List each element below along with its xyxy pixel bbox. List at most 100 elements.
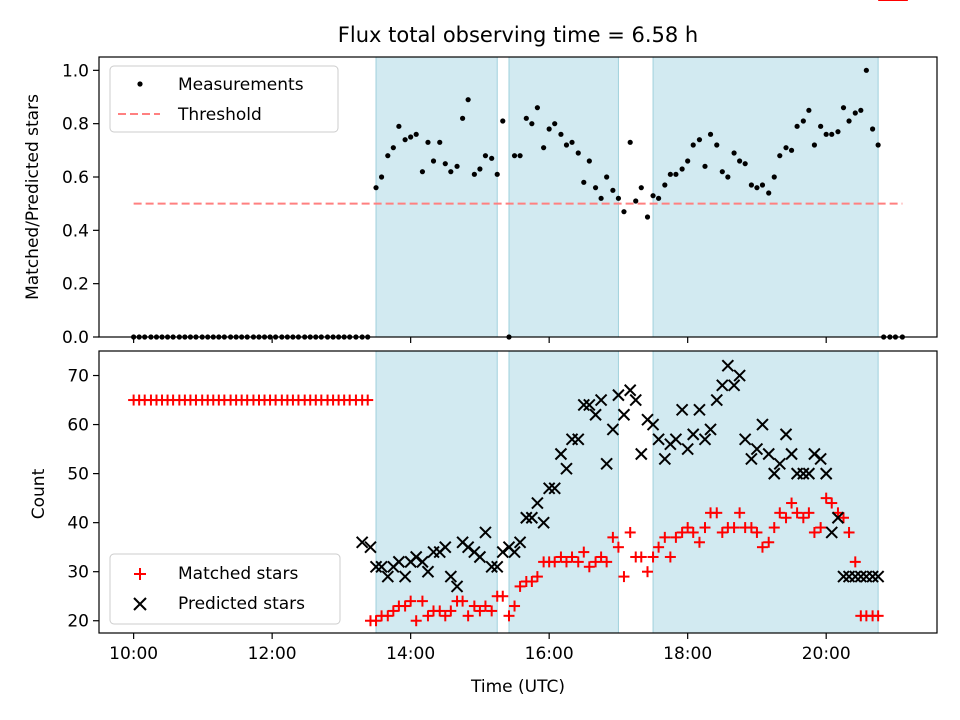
measurement-point bbox=[569, 139, 575, 145]
bottom-legend-box bbox=[109, 553, 341, 625]
matched-star-point bbox=[560, 556, 572, 568]
predicted-star-point bbox=[548, 482, 561, 495]
matched-star-point bbox=[555, 551, 567, 563]
predicted-star-point bbox=[825, 526, 838, 539]
matched-star-point bbox=[399, 600, 411, 612]
top-legend-box bbox=[109, 65, 339, 133]
predicted-star-point bbox=[381, 570, 395, 583]
measurement-point bbox=[707, 131, 714, 137]
bottom-shade-2 bbox=[652, 350, 879, 634]
predicted-star-point bbox=[572, 433, 585, 446]
matched-star-point bbox=[635, 551, 647, 563]
matched-star-point bbox=[670, 531, 682, 543]
measurement-point bbox=[465, 97, 471, 103]
measurement-point bbox=[714, 142, 720, 148]
measurement-point bbox=[413, 131, 419, 137]
measurement-point bbox=[541, 145, 547, 151]
bottom-y-tick-label: 30 bbox=[67, 563, 89, 583]
legend-predicted-marker bbox=[133, 597, 147, 611]
predicted-star-point bbox=[831, 511, 845, 524]
predicted-star-point bbox=[687, 428, 700, 441]
measurement-point bbox=[846, 118, 852, 124]
predicted-star-point bbox=[623, 384, 637, 397]
matched-star-point bbox=[780, 512, 792, 524]
measurement-point bbox=[852, 110, 858, 116]
measurement-point bbox=[731, 150, 737, 156]
measurement-point bbox=[823, 131, 829, 137]
legend-matched-label: Matched stars bbox=[178, 564, 298, 584]
measurement-point bbox=[673, 171, 679, 177]
predicted-star-point bbox=[681, 442, 694, 456]
predicted-star-point bbox=[485, 560, 498, 573]
measurement-point bbox=[748, 182, 754, 188]
matched-star-point bbox=[497, 590, 509, 602]
matched-star-point bbox=[572, 556, 584, 568]
measurement-point bbox=[477, 166, 483, 172]
measurement-point bbox=[523, 115, 529, 121]
matched-star-point bbox=[808, 526, 820, 538]
x-tick-label: 14:00 bbox=[386, 644, 435, 664]
measurement-point bbox=[425, 139, 431, 145]
measurement-point bbox=[638, 185, 644, 191]
bottom-y-tick-label: 40 bbox=[67, 514, 89, 534]
measurement-point bbox=[586, 158, 592, 164]
matched-star-point bbox=[474, 605, 486, 617]
matched-star-point bbox=[387, 605, 399, 617]
matched-star-point bbox=[676, 526, 688, 538]
matched-star-point bbox=[849, 556, 861, 568]
top-y-ticks: 0.0 0.2 0.4 0.6 0.8 1.0 bbox=[62, 61, 99, 348]
legend-matched-marker bbox=[134, 568, 146, 580]
measurement-point bbox=[500, 118, 506, 124]
matched-star-point bbox=[664, 551, 676, 563]
measurement-point bbox=[766, 190, 772, 196]
matched-star-point bbox=[479, 600, 491, 612]
matched-star-point bbox=[566, 551, 578, 563]
matched-star-point bbox=[362, 394, 374, 406]
predicted-star-point bbox=[675, 403, 689, 417]
measurement-point bbox=[552, 121, 558, 127]
measurement-point bbox=[633, 198, 639, 204]
measurement-point bbox=[534, 105, 540, 111]
measurement-point bbox=[598, 195, 604, 201]
top-y-tick-label: 0.6 bbox=[62, 168, 89, 188]
measurement-point bbox=[437, 139, 443, 145]
measurement-point bbox=[482, 153, 489, 159]
measurement-point bbox=[754, 185, 760, 191]
measurement-point bbox=[442, 161, 448, 167]
measurement-point bbox=[610, 187, 616, 193]
measurement-point bbox=[454, 163, 460, 169]
matched-star-point bbox=[531, 571, 543, 583]
legend-measurements-marker bbox=[137, 81, 143, 87]
matched-star-point bbox=[578, 546, 590, 558]
measurement-point bbox=[396, 123, 402, 129]
top-shade-0 bbox=[375, 56, 498, 338]
predicted-star-point bbox=[369, 560, 383, 573]
predicted-star-point bbox=[525, 511, 539, 524]
measurement-point bbox=[829, 131, 835, 137]
top-panel: Flux total observing time = 6.58 h 0.00.… bbox=[23, 23, 938, 348]
measurement-point bbox=[419, 169, 426, 175]
measurement-point bbox=[448, 169, 454, 175]
measurement-point bbox=[800, 118, 806, 124]
matched-star-point bbox=[687, 526, 699, 538]
top-x-ticks bbox=[133, 337, 827, 343]
measurement-point bbox=[835, 129, 841, 135]
measurement-point bbox=[402, 137, 408, 143]
predicted-star-point bbox=[779, 428, 793, 441]
measurement-point bbox=[644, 214, 651, 220]
predicted-star-point bbox=[669, 433, 683, 446]
measurement-point bbox=[517, 153, 523, 159]
predicted-star-point bbox=[398, 570, 412, 583]
measurement-point bbox=[777, 153, 783, 159]
measurement-point bbox=[685, 158, 691, 164]
measurement-point bbox=[811, 142, 818, 148]
top-axes-frame bbox=[98, 56, 938, 338]
predicted-star-point bbox=[849, 570, 862, 583]
matched-star-point bbox=[618, 571, 630, 583]
predicted-star-point bbox=[554, 447, 568, 461]
top-y-axis-label: Matched/Predicted stars bbox=[23, 94, 43, 300]
matched-star-point bbox=[405, 595, 417, 607]
matched-star-point bbox=[583, 561, 595, 573]
matched-star-point bbox=[416, 595, 428, 607]
